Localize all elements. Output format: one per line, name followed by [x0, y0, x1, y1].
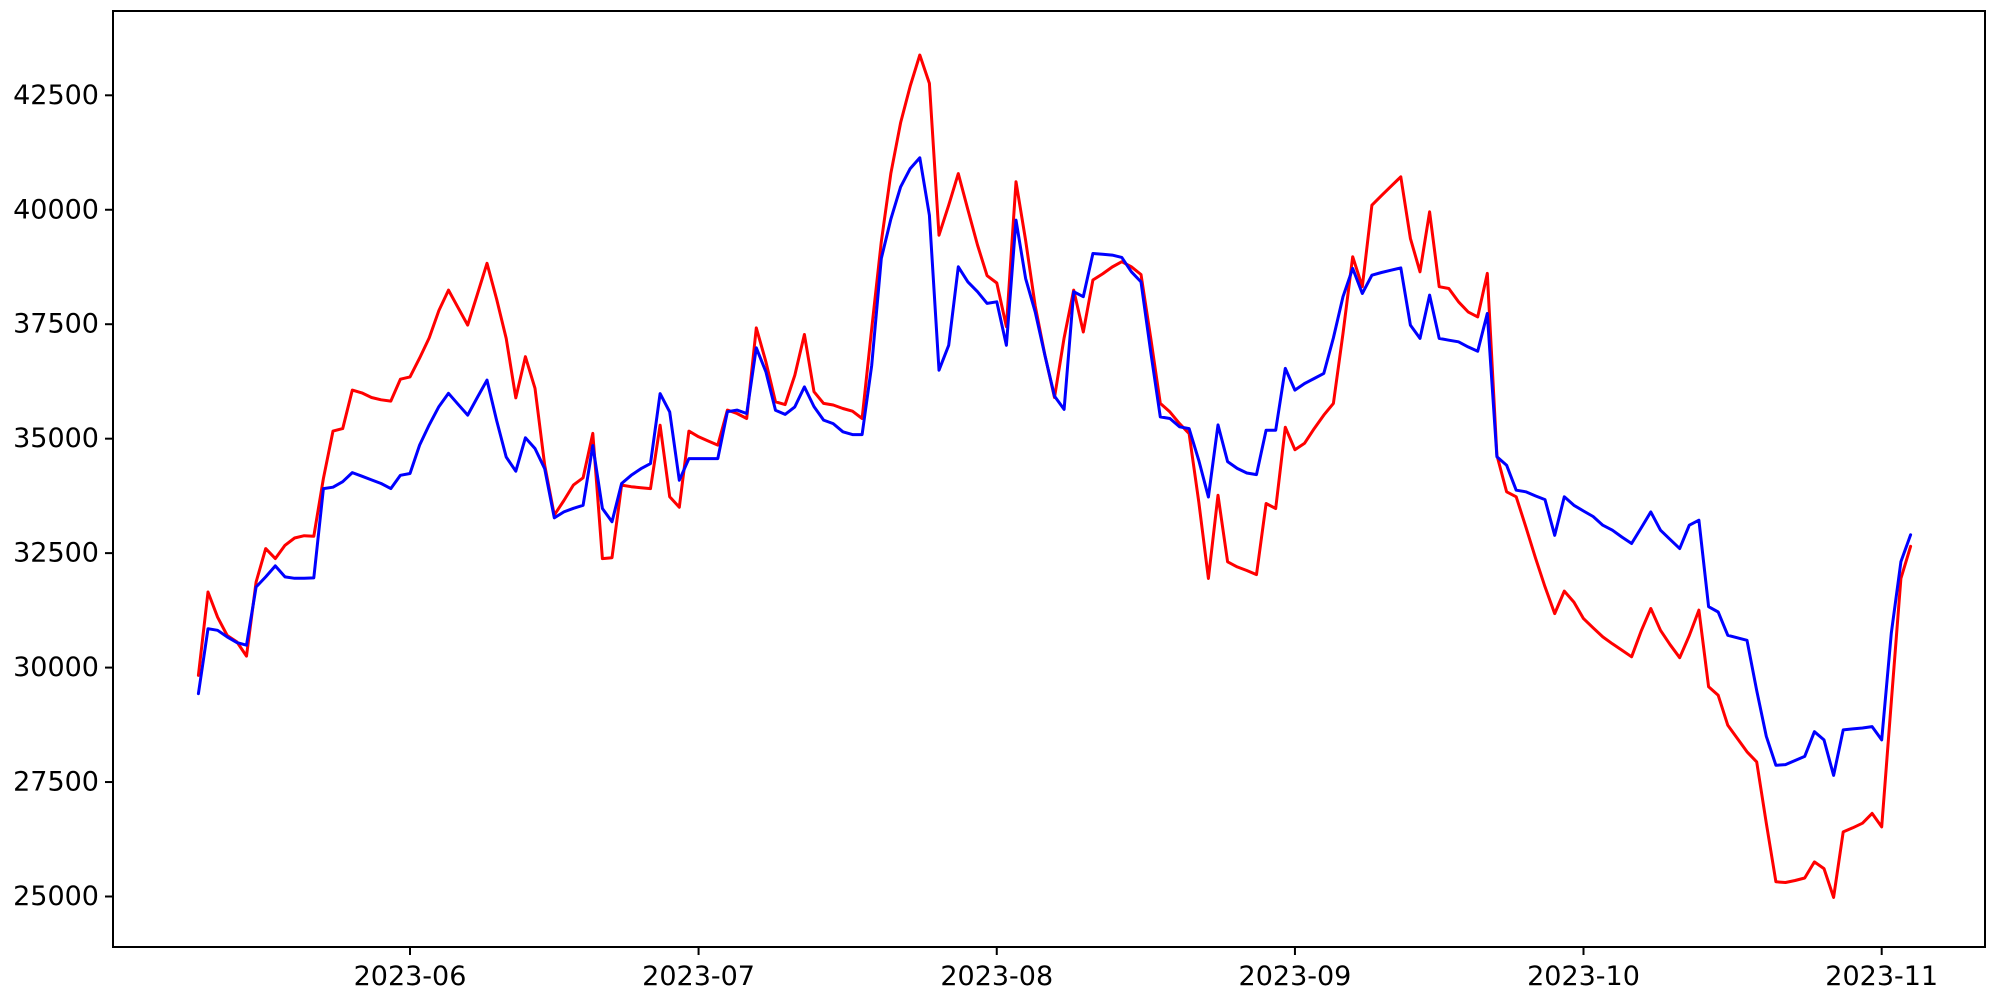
plot-area: [113, 11, 1985, 947]
y-axis-tick-label: 35000: [13, 423, 99, 454]
x-axis-tick-label: 2023-11: [1825, 961, 1938, 992]
y-axis-tick-label: 42500: [13, 80, 99, 111]
x-axis-tick-label: 2023-08: [940, 961, 1053, 992]
y-axis-tick-label: 27500: [13, 767, 99, 798]
x-axis-tick-label: 2023-09: [1239, 961, 1352, 992]
y-axis-tick-label: 25000: [13, 881, 99, 912]
y-axis-tick-label: 30000: [13, 652, 99, 683]
x-axis-tick-label: 2023-10: [1527, 961, 1640, 992]
x-axis-tick-label: 2023-07: [642, 961, 755, 992]
plot-border: [112, 10, 1986, 948]
y-axis-tick-label: 37500: [13, 309, 99, 340]
x-axis-tick-label: 2023-06: [354, 961, 467, 992]
y-axis-tick-label: 32500: [13, 538, 99, 569]
y-axis-tick-label: 40000: [13, 194, 99, 225]
blue-series-line: [196, 156, 1913, 777]
